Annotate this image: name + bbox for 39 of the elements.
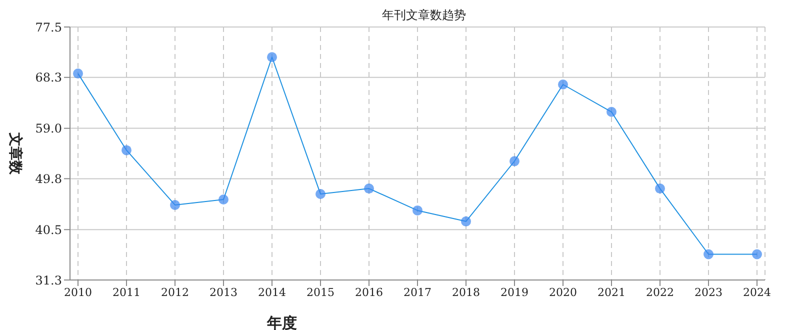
y-tick-label: 40.5 [35, 222, 62, 237]
y-tick-label: 68.3 [35, 70, 62, 85]
point [704, 249, 714, 260]
point [218, 194, 228, 204]
x-tick-label: 2024 [743, 286, 771, 299]
point [655, 184, 665, 194]
x-tick-label: 2014 [258, 286, 286, 299]
point [316, 189, 326, 200]
y-tick-label: 59.0 [35, 122, 62, 136]
y-tick-label: 77.5 [35, 20, 62, 34]
point [73, 68, 83, 79]
x-tick-label: 2013 [210, 286, 238, 299]
point [267, 52, 277, 62]
point [606, 106, 616, 117]
x-tick-label: 2010 [64, 286, 92, 299]
chart-title: 年刊文章数趋势 [382, 8, 466, 22]
x-tick-label: 2019 [500, 286, 528, 299]
x-tick-label: 2021 [598, 286, 626, 299]
x-tick-label: 2022 [646, 286, 674, 299]
point [364, 184, 374, 194]
x-tick-label: 2016 [355, 286, 383, 299]
y-tick-label: 31.3 [35, 273, 62, 288]
x-tick-label: 2017 [404, 286, 432, 299]
point [412, 205, 422, 216]
y-axis-title: 文章数 [7, 132, 24, 176]
point [558, 80, 568, 90]
point [122, 145, 132, 156]
x-tick-label: 2018 [452, 286, 480, 299]
x-tick-label: 2023 [694, 286, 722, 299]
point [170, 200, 180, 210]
point [461, 216, 471, 226]
x-tick-label: 2020 [549, 286, 577, 299]
x-axis-title: 年度 [266, 314, 297, 330]
x-tick-label: 2012 [161, 286, 189, 299]
point [510, 156, 520, 166]
x-tick-label: 2011 [112, 286, 140, 299]
y-tick-label: 49.8 [35, 172, 62, 186]
x-tick-label: 2015 [306, 286, 334, 299]
point [752, 249, 762, 260]
